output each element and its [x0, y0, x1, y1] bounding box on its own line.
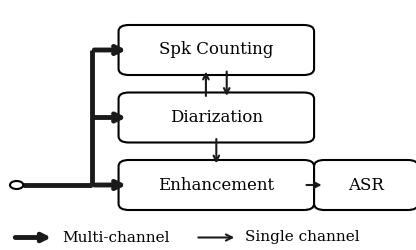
Text: ASR: ASR	[348, 176, 384, 194]
FancyBboxPatch shape	[119, 160, 314, 210]
Circle shape	[10, 181, 23, 189]
Text: Diarization: Diarization	[170, 109, 263, 126]
FancyBboxPatch shape	[119, 92, 314, 142]
Text: Spk Counting: Spk Counting	[159, 42, 273, 58]
Text: Single channel: Single channel	[245, 230, 360, 244]
FancyBboxPatch shape	[119, 25, 314, 75]
FancyBboxPatch shape	[314, 160, 416, 210]
Text: Multi-channel: Multi-channel	[62, 230, 170, 244]
Text: Enhancement: Enhancement	[158, 176, 275, 194]
